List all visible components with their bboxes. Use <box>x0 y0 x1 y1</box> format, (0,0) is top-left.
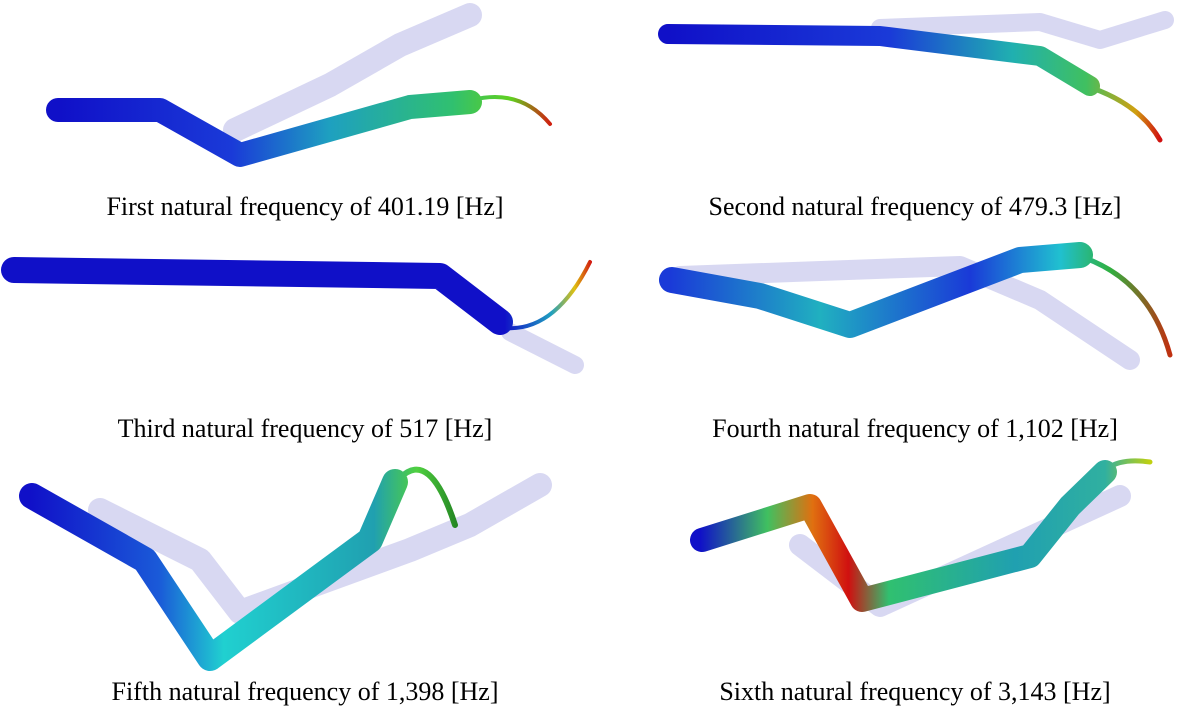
mode-shape-5 <box>19 466 552 671</box>
caption: Third natural frequency of 517 [Hz] <box>118 414 493 443</box>
caption: First natural frequency of 401.19 [Hz] <box>106 192 503 221</box>
caption: Fifth natural frequency of 1,398 [Hz] <box>112 677 499 706</box>
mode-shape-4 <box>659 242 1173 370</box>
caption: Fourth natural frequency of 1,102 [Hz] <box>712 414 1118 443</box>
mode-shape-1 <box>46 3 552 167</box>
caption: Second natural frequency of 479.3 [Hz] <box>709 192 1122 221</box>
mode-shape-6 <box>690 458 1153 617</box>
caption: Sixth natural frequency of 3,143 [Hz] <box>719 677 1110 706</box>
mode-shape-2 <box>658 11 1174 143</box>
mode-shape-3 <box>1 257 592 374</box>
